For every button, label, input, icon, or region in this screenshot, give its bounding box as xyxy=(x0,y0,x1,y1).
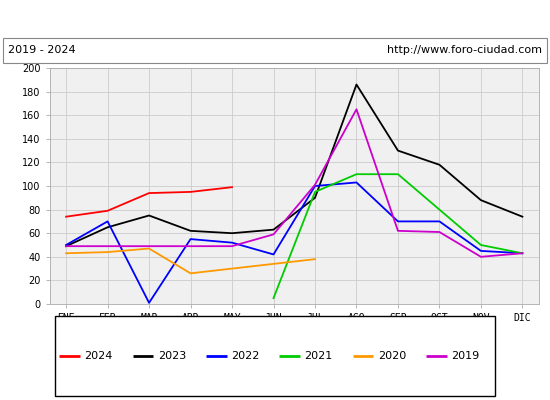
Text: 2022: 2022 xyxy=(231,351,260,361)
Text: 2024: 2024 xyxy=(84,351,113,361)
Text: 2023: 2023 xyxy=(158,351,186,361)
Bar xyxy=(3,38,547,63)
Text: Evolucion Nº Turistas Extranjeros en el municipio de Alborache: Evolucion Nº Turistas Extranjeros en el … xyxy=(57,11,493,25)
Text: 2020: 2020 xyxy=(378,351,406,361)
Text: 2021: 2021 xyxy=(304,351,333,361)
Text: 2019: 2019 xyxy=(451,351,479,361)
Text: 2019 - 2024: 2019 - 2024 xyxy=(8,45,76,55)
Text: http://www.foro-ciudad.com: http://www.foro-ciudad.com xyxy=(387,45,542,55)
